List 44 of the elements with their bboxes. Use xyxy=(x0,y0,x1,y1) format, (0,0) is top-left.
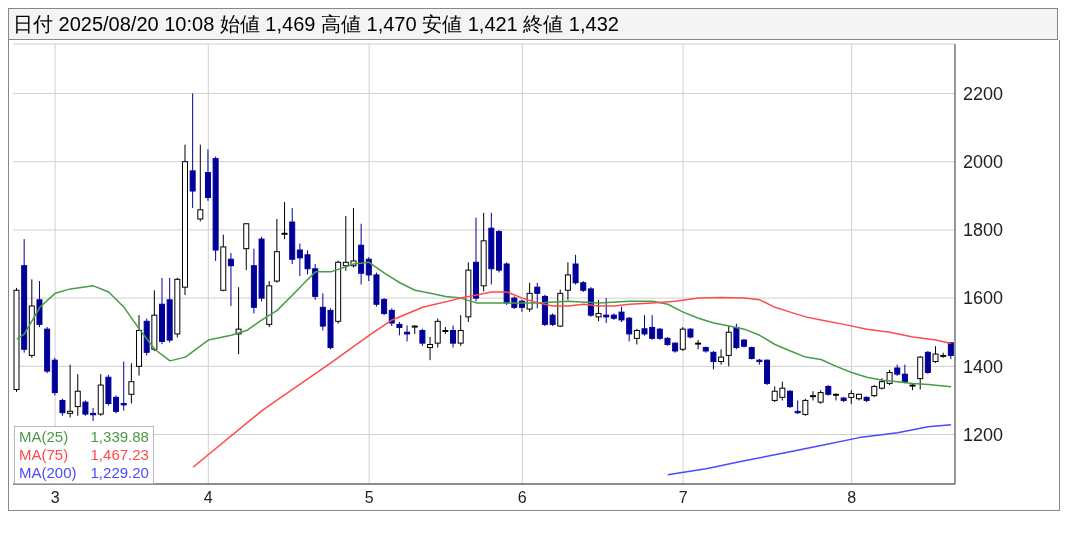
candlestick xyxy=(450,324,457,349)
candlestick xyxy=(725,325,732,367)
candlestick xyxy=(924,350,931,375)
chart-title: 日付 2025/08/20 10:08 始値 1,469 高値 1,470 安値 1,421 終値 1,432 xyxy=(8,8,1058,40)
candlestick xyxy=(710,350,717,370)
y-tick-label: 1200 xyxy=(963,424,1004,445)
annotation: 1,229.20 xyxy=(90,464,149,482)
y-tick-label: 1400 xyxy=(963,356,1004,377)
legend-box: MA(25) 1,339.88 MA(75) 1,467.23 MA(200) 1,229.20 xyxy=(14,426,154,484)
line-series xyxy=(192,291,952,469)
candlestick xyxy=(564,261,571,301)
candlestick xyxy=(67,364,74,418)
y-tick-label: 2000 xyxy=(963,152,1004,173)
line-series xyxy=(667,423,952,476)
candlestick xyxy=(832,393,839,401)
candlestick xyxy=(695,339,702,350)
x-tick-label: 7 xyxy=(678,489,688,507)
candlestick xyxy=(917,355,924,391)
annotation: 1,467.23 xyxy=(90,446,149,464)
candlestick xyxy=(427,336,434,361)
candlestick xyxy=(603,297,610,324)
y-tick-label: 1600 xyxy=(963,288,1004,309)
x-tick-label: 6 xyxy=(517,489,527,507)
candlestick xyxy=(74,373,81,417)
candlestick xyxy=(281,201,288,240)
x-tick-label: 5 xyxy=(364,489,374,507)
candlestick xyxy=(457,314,464,347)
candlestick xyxy=(128,362,135,404)
annotation: 1,339.88 xyxy=(90,428,149,446)
x-tick-label: 3 xyxy=(50,489,60,507)
candlestick xyxy=(595,299,602,322)
candlestick xyxy=(404,324,411,342)
candlestick xyxy=(534,282,541,309)
candlestick xyxy=(120,361,127,412)
candlestick xyxy=(227,252,234,307)
y-tick-label: 1800 xyxy=(963,220,1004,241)
candlestick xyxy=(718,348,725,366)
y-tick-label: 2200 xyxy=(963,83,1004,104)
candlestick xyxy=(197,144,204,222)
x-tick-label: 8 xyxy=(847,489,857,507)
x-tick-label: 4 xyxy=(203,489,213,507)
candlestick xyxy=(189,92,196,209)
candlestick xyxy=(679,326,686,352)
candlestick xyxy=(235,286,242,355)
